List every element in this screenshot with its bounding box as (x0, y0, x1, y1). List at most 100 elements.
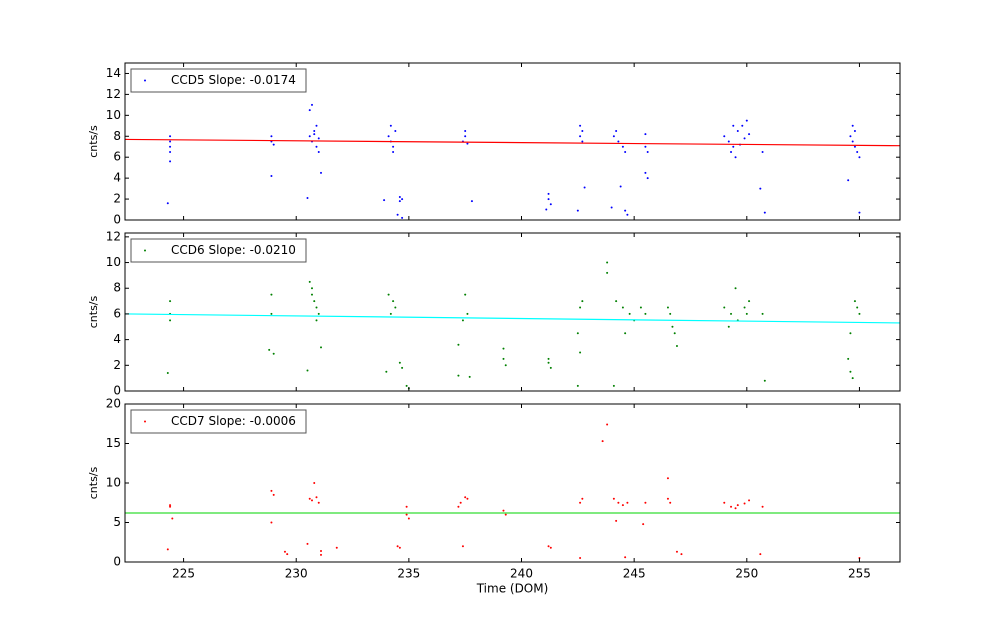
data-point (286, 553, 289, 556)
data-point (748, 133, 751, 136)
data-point (308, 280, 311, 283)
data-point (549, 546, 552, 549)
data-point (745, 312, 748, 315)
data-point (763, 211, 766, 214)
data-point (315, 496, 318, 499)
data-point (268, 348, 271, 351)
data-point (466, 142, 469, 145)
plot-frame (124, 62, 901, 221)
data-point (461, 545, 464, 548)
y-tick-label: 12 (106, 229, 121, 243)
data-point (306, 197, 309, 200)
data-point (621, 306, 624, 309)
data-point (272, 352, 275, 355)
data-point (851, 140, 854, 143)
data-point (666, 497, 669, 500)
data-point (624, 209, 627, 212)
data-point (270, 312, 273, 315)
data-point (626, 501, 629, 504)
data-point (606, 271, 609, 274)
data-point (666, 306, 669, 309)
data-point (644, 145, 647, 148)
data-point (459, 501, 462, 504)
data-point (853, 300, 856, 303)
data-point (308, 497, 311, 500)
data-point (579, 135, 582, 138)
data-point (617, 501, 620, 504)
data-point (849, 370, 852, 373)
data-point (732, 145, 735, 148)
data-point (723, 135, 726, 138)
data-point (169, 504, 172, 507)
data-point (169, 505, 172, 508)
data-point (468, 375, 471, 378)
data-point (308, 109, 311, 112)
data-point (612, 384, 615, 387)
fit-line (124, 138, 901, 147)
data-point (169, 319, 172, 322)
data-point (576, 384, 579, 387)
data-point (306, 369, 309, 372)
data-point (317, 150, 320, 153)
y-tick-label: 14 (106, 66, 121, 80)
data-point (383, 199, 386, 202)
data-point (310, 499, 313, 502)
data-point (335, 546, 338, 549)
data-point (549, 366, 552, 369)
legend-marker (144, 79, 146, 82)
y-tick-label: 10 (106, 476, 121, 490)
x-tick-label: 230 (285, 567, 308, 581)
data-point (310, 103, 313, 106)
data-point (680, 553, 683, 556)
data-point (675, 550, 678, 553)
data-point (734, 287, 737, 290)
y-tick-label: 8 (113, 281, 121, 295)
plot-frame (124, 232, 901, 392)
data-point (601, 440, 604, 443)
data-point (669, 501, 672, 504)
data-point (315, 145, 318, 148)
data-point (401, 198, 404, 201)
data-point (461, 319, 464, 322)
data-point (405, 513, 408, 516)
data-point (606, 423, 609, 426)
data-point (639, 306, 642, 309)
data-point (166, 202, 169, 205)
data-point (310, 287, 313, 290)
data-point (464, 293, 467, 296)
data-point (624, 150, 627, 153)
data-point (320, 171, 323, 174)
data-point (730, 505, 733, 508)
data-point (621, 145, 624, 148)
data-point (389, 312, 392, 315)
data-point (626, 213, 629, 216)
data-point (675, 345, 678, 348)
data-point (169, 160, 172, 163)
data-point (644, 312, 647, 315)
data-point (759, 187, 762, 190)
data-point (579, 501, 582, 504)
data-point (398, 361, 401, 364)
data-point (464, 130, 467, 133)
data-point (741, 124, 744, 127)
y-tick-label: 2 (113, 192, 121, 206)
data-point (730, 312, 733, 315)
data-point (583, 186, 586, 189)
data-point (579, 124, 582, 127)
legend-label: CCD7 Slope: -0.0006 (171, 414, 296, 428)
data-point (405, 505, 408, 508)
data-point (272, 143, 275, 146)
data-point (606, 261, 609, 264)
data-point (624, 556, 627, 559)
legend-label: CCD5 Slope: -0.0174 (171, 73, 296, 87)
data-point (315, 319, 318, 322)
data-point (466, 312, 469, 315)
data-point (853, 145, 856, 148)
data-point (761, 150, 764, 153)
data-point (730, 150, 733, 153)
data-point (310, 293, 313, 296)
data-point (545, 208, 548, 211)
data-point (748, 499, 751, 502)
data-point (171, 517, 174, 520)
data-point (612, 135, 615, 138)
